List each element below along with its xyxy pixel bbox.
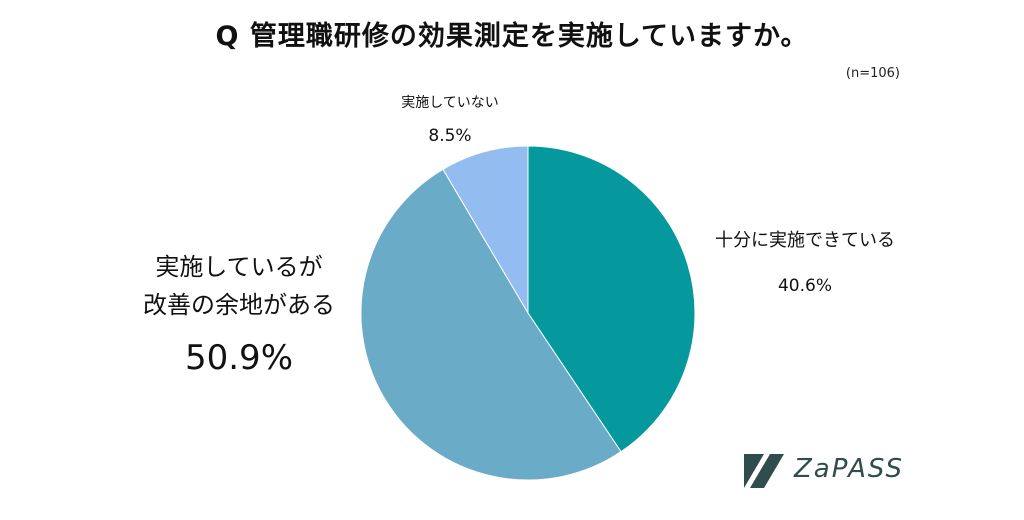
slice-not-implemented bbox=[442, 145, 529, 315]
sample-size: (n=106) bbox=[845, 66, 900, 81]
label-not-implemented-value: 8.5% bbox=[428, 126, 472, 146]
label-needs-improvement-line1: 実施しているが bbox=[155, 253, 323, 281]
label-not-implemented-name: 実施していない bbox=[401, 95, 499, 111]
label-fully-implemented-name: 十分に実施できている bbox=[715, 230, 895, 251]
label-needs-improvement-line2: 改善の余地がある bbox=[143, 291, 335, 319]
label-needs-improvement: 実施しているが 改善の余地がある 50.9% bbox=[104, 248, 374, 378]
slice-needs-improvement bbox=[360, 168, 622, 481]
label-needs-improvement-value: 50.9% bbox=[184, 338, 293, 378]
slice-fully-implemented bbox=[527, 145, 696, 453]
label-fully-implemented: 十分に実施できている 40.6% bbox=[690, 226, 920, 296]
label-fully-implemented-value: 40.6% bbox=[777, 276, 832, 296]
zapass-logo-text: ZaPASS bbox=[794, 454, 904, 484]
chart-title: Q 管理職研修の効果測定を実施していますか。 bbox=[215, 21, 809, 52]
label-not-implemented: 実施していない 8.5% bbox=[372, 92, 528, 146]
zapass-logo-mark-icon bbox=[744, 454, 784, 488]
